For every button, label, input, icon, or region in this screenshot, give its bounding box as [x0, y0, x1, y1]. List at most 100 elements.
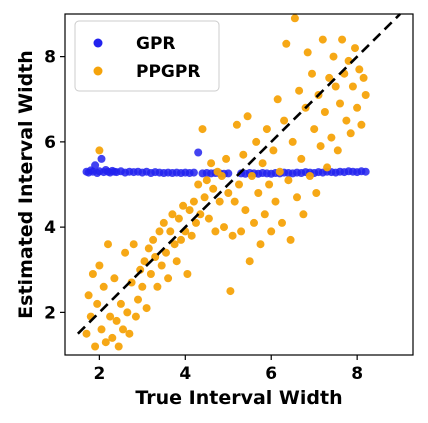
ppgpr-point: [254, 189, 263, 197]
ppgpr-point: [99, 282, 108, 291]
ppgpr-point: [200, 193, 209, 202]
ppgpr-point: [333, 146, 342, 155]
gpr-point: [224, 169, 233, 178]
x-tick-label: 8: [351, 364, 363, 384]
ppgpr-point: [265, 180, 274, 189]
ppgpr-point: [121, 248, 130, 257]
ppgpr-point: [295, 86, 304, 95]
ppgpr-point: [106, 312, 115, 321]
ppgpr-point: [127, 278, 136, 287]
ppgpr-point: [222, 154, 231, 163]
ppgpr-point: [260, 210, 269, 219]
ppgpr-point: [316, 142, 325, 151]
ppgpr-point: [239, 150, 248, 159]
ppgpr-point: [170, 240, 179, 249]
gpr-point: [189, 168, 198, 177]
legend: GPR PPGPR: [74, 20, 220, 92]
ppgpr-point: [142, 304, 151, 313]
ppgpr-point: [286, 235, 295, 244]
ppgpr-point: [224, 189, 233, 197]
gpr-point: [194, 148, 203, 157]
ppgpr-point: [110, 274, 119, 283]
ppgpr-point: [149, 235, 158, 244]
y-tick-label: 2: [44, 303, 56, 323]
ppgpr-point: [202, 176, 211, 185]
ppgpr-point: [346, 129, 355, 138]
ppgpr-point: [267, 227, 276, 236]
ppgpr-point: [88, 270, 97, 278]
ppgpr-point: [144, 244, 153, 253]
ppgpr-point: [140, 257, 149, 266]
ppgpr-point: [327, 133, 336, 142]
ppgpr-point: [331, 82, 340, 91]
ppgpr-point: [336, 99, 344, 108]
ppgpr-point: [215, 197, 224, 206]
x-tick-label: 2: [93, 364, 105, 384]
ppgpr-point: [84, 291, 93, 300]
ppgpr-point: [174, 214, 183, 223]
ppgpr-point: [168, 210, 177, 219]
y-axis-label: Estimated Interval Width: [15, 50, 37, 319]
ppgpr-point: [187, 231, 196, 240]
ppgpr-point: [297, 154, 306, 163]
x-tick-label: 6: [265, 364, 277, 384]
ppgpr-point: [138, 282, 147, 291]
gpr-point: [361, 167, 370, 176]
ppgpr-point: [361, 91, 370, 99]
legend-marker-ppgpr: [93, 66, 103, 76]
ppgpr-point: [237, 227, 246, 236]
ppgpr-point: [189, 197, 198, 206]
ppgpr-point: [348, 82, 357, 91]
ppgpr-point: [129, 240, 138, 249]
ppgpr-point: [95, 261, 104, 270]
ppgpr-point: [359, 73, 368, 82]
ppgpr-point: [288, 137, 297, 146]
ppgpr-point: [308, 69, 316, 78]
ppgpr-point: [245, 257, 254, 266]
ppgpr-point: [262, 125, 271, 134]
ppgpr-point: [185, 206, 194, 215]
ppgpr-point: [338, 35, 347, 44]
ppgpr-point: [273, 95, 282, 104]
reference-line: [76, 13, 402, 335]
ppgpr-point: [177, 235, 185, 244]
ppgpr-point: [179, 201, 188, 210]
ppgpr-point: [351, 44, 359, 53]
ppgpr-point: [164, 274, 173, 283]
ppgpr-point: [114, 342, 123, 351]
ppgpr-point: [228, 231, 237, 240]
ppgpr-point: [220, 223, 228, 232]
ppgpr-point: [172, 257, 181, 266]
ppgpr-point: [192, 218, 200, 227]
ppgpr-point: [305, 172, 314, 180]
ppgpr-point: [183, 270, 192, 278]
ppgpr-point: [312, 189, 321, 197]
ppgpr-point: [101, 338, 110, 347]
ticks-layer: 2 4 6 8 2 4 6 8: [44, 48, 363, 384]
ppgpr-point: [153, 282, 162, 291]
ppgpr-point: [123, 308, 132, 317]
ppgpr-point: [235, 180, 243, 189]
ppgpr-point: [357, 120, 366, 129]
ppgpr-point: [194, 180, 203, 189]
ppgpr-point: [162, 248, 170, 257]
ppgpr-point: [323, 163, 332, 172]
ppgpr-point: [243, 112, 252, 121]
ppgpr-point: [207, 159, 216, 168]
legend-label-ppgpr: PPGPR: [136, 62, 200, 82]
ppgpr-point: [258, 159, 267, 168]
ppgpr-point: [252, 137, 261, 146]
ppgpr-point: [136, 265, 145, 274]
ppgpr-point: [342, 116, 351, 125]
ppgpr-point: [247, 172, 256, 180]
ppgpr-point: [125, 329, 134, 338]
ppgpr-point: [226, 287, 235, 296]
ppgpr-point: [293, 193, 301, 202]
ppgpr-point: [278, 218, 286, 227]
ppgpr-point: [166, 227, 175, 236]
ppgpr-point: [299, 210, 308, 219]
y-tick-label: 8: [44, 48, 56, 68]
ppgpr-point: [119, 325, 127, 334]
legend-box: [74, 20, 220, 92]
x-axis-label: True Interval Width: [135, 387, 342, 409]
